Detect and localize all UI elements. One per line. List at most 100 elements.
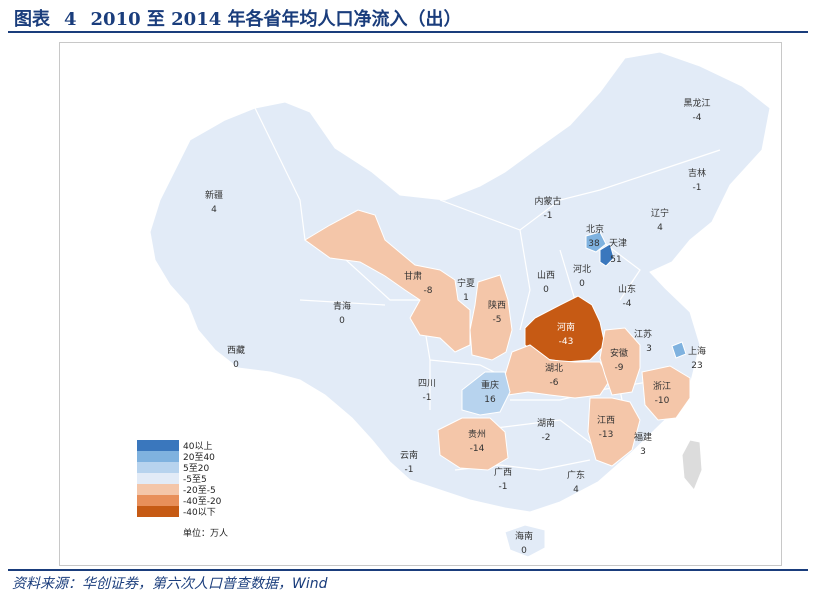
label-jiangxi-value: -13 <box>599 430 614 440</box>
legend-item: 5至20 <box>137 462 257 474</box>
legend-label: -5至5 <box>183 475 207 485</box>
guizhou-shape <box>437 417 509 471</box>
top-rule <box>8 31 808 33</box>
label-shanghai-value: 23 <box>691 361 702 371</box>
legend-label: 5至20 <box>183 464 210 474</box>
hainan-shape <box>504 524 546 558</box>
label-anhui-name: 安徽 <box>610 347 628 359</box>
label-sichuan-value: -1 <box>423 393 432 403</box>
label-xizang-value: 0 <box>233 360 239 370</box>
shanghai-shape <box>671 341 687 359</box>
label-zhejiang-value: -10 <box>655 396 670 406</box>
province-borders <box>254 107 721 471</box>
province-labels: 黑龙江 -4 吉林 -1 辽宁 4 内蒙古 -1 北京 38 天津 51 河北 … <box>205 97 711 556</box>
label-tianjin-name: 天津 <box>609 238 627 249</box>
zhejiang-shape <box>641 365 691 421</box>
label-qinghai-name: 青海 <box>333 300 351 312</box>
chongqing-shape <box>461 371 511 416</box>
legend-label: -40以下 <box>183 508 216 518</box>
label-gansu-name: 甘肃 <box>404 270 422 282</box>
label-neimenggu-name: 内蒙古 <box>534 195 561 207</box>
henan-shape <box>524 295 606 363</box>
label-tianjin-value: 51 <box>610 255 621 265</box>
label-hubei-value: -6 <box>550 378 559 388</box>
figure-prefix: 图表 <box>14 9 50 30</box>
label-hubei-name: 湖北 <box>545 363 563 374</box>
taiwan-shape <box>681 439 703 491</box>
figure-number: 4 <box>64 9 77 30</box>
label-henan-value: -43 <box>559 337 574 347</box>
legend-item: -5至5 <box>137 473 257 485</box>
beijing-shape <box>585 231 607 253</box>
legend-label: 40以上 <box>183 442 213 452</box>
legend-label: -20至-5 <box>183 486 216 496</box>
source-note: 资料来源：华创证券，第六次人口普查数据，Wind <box>12 576 328 592</box>
label-xinjiang-name: 新疆 <box>205 189 223 201</box>
label-heilongjiang-name: 黑龙江 <box>683 97 710 109</box>
label-hainan-name: 海南 <box>515 530 533 542</box>
label-heilongjiang-value: -4 <box>693 113 702 123</box>
legend-label: 20至40 <box>183 453 215 463</box>
label-fujian-value: 3 <box>640 447 646 457</box>
legend-swatch <box>137 473 179 484</box>
label-zhejiang-name: 浙江 <box>653 380 671 392</box>
figure-title: 图表 4 2010 至 2014 年各省年均人口净流入（出） <box>14 5 462 31</box>
legend-swatch <box>137 440 179 451</box>
label-hunan-name: 湖南 <box>537 417 555 429</box>
label-shaanxi-name: 陕西 <box>488 299 506 311</box>
label-chongqing-name: 重庆 <box>481 379 499 391</box>
label-gansu-value: -8 <box>424 286 433 296</box>
label-shanxi-name: 山西 <box>537 270 555 281</box>
label-ningxia-value: 1 <box>463 293 469 303</box>
bottom-rule <box>8 569 808 571</box>
label-beijing-value: 38 <box>588 239 600 249</box>
label-liaoning-name: 辽宁 <box>651 207 669 219</box>
legend-swatch <box>137 506 179 517</box>
label-hainan-value: 0 <box>521 546 527 556</box>
label-guangxi-value: -1 <box>499 482 508 492</box>
label-jilin-name: 吉林 <box>688 167 706 179</box>
label-shandong-value: -4 <box>623 299 632 309</box>
legend-swatch <box>137 451 179 462</box>
anhui-shape <box>599 327 641 396</box>
label-fujian-name: 福建 <box>634 431 652 443</box>
label-sichuan-name: 四川 <box>418 379 436 389</box>
label-xizang-name: 西藏 <box>227 344 245 356</box>
label-chongqing-value: 16 <box>484 395 496 405</box>
gansu-shape <box>304 209 471 353</box>
label-neimenggu-value: -1 <box>544 211 553 221</box>
label-hebei-value: 0 <box>579 279 585 289</box>
legend-item: 20至40 <box>137 451 257 463</box>
label-shanghai-name: 上海 <box>688 345 706 357</box>
legend-item: 40以上 <box>137 440 257 452</box>
figure-title-text: 2010 至 2014 年各省年均人口净流入（出） <box>90 9 462 30</box>
label-shanxi-value: 0 <box>543 285 549 295</box>
label-guizhou-value: -14 <box>470 444 485 454</box>
legend-swatch <box>137 484 179 495</box>
figure-header: 图表 4 2010 至 2014 年各省年均人口净流入（出） <box>8 4 808 30</box>
label-guangdong-name: 广东 <box>567 469 585 481</box>
shaanxi-shape <box>469 274 513 361</box>
label-beijing-name: 北京 <box>586 223 604 235</box>
legend-item: -20至-5 <box>137 484 257 496</box>
label-jilin-value: -1 <box>693 183 702 193</box>
legend-unit: 单位：万人 <box>183 529 229 539</box>
legend-label: -40至-20 <box>183 497 222 507</box>
label-guangxi-name: 广西 <box>494 466 512 478</box>
label-yunnan-name: 云南 <box>400 449 418 461</box>
label-guizhou-name: 贵州 <box>468 428 486 440</box>
label-anhui-value: -9 <box>615 363 624 373</box>
legend-swatch <box>137 495 179 506</box>
label-guangdong-value: 4 <box>573 485 579 495</box>
china-mainland-shape <box>149 51 771 513</box>
label-shaanxi-value: -5 <box>493 315 502 325</box>
label-ningxia-name: 宁夏 <box>457 277 475 289</box>
label-shandong-name: 山东 <box>618 283 636 295</box>
label-henan-name: 河南 <box>557 321 575 333</box>
legend-item: -40以下 <box>137 506 257 518</box>
label-yunnan-value: -1 <box>405 465 414 475</box>
label-xinjiang-value: 4 <box>211 205 217 215</box>
legend-swatch <box>137 462 179 473</box>
label-hunan-value: -2 <box>542 433 551 443</box>
